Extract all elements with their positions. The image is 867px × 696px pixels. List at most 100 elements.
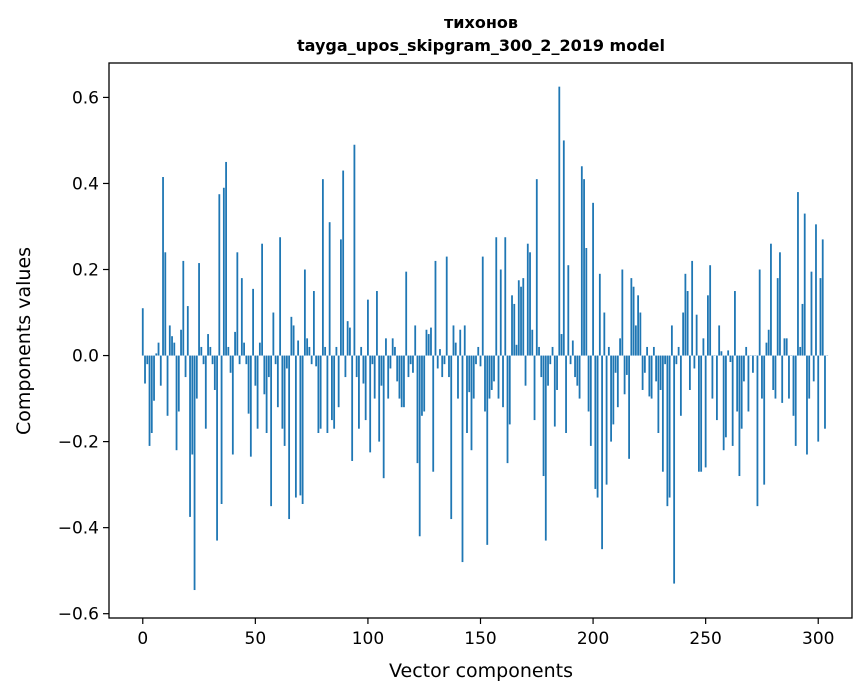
bar-247	[698, 355, 700, 472]
bar-64	[285, 355, 288, 369]
bar-220	[637, 295, 640, 356]
bar-164	[511, 295, 513, 356]
bar-284	[781, 355, 784, 403]
bar-301	[819, 278, 822, 356]
y-tick-label: 0.0	[72, 347, 99, 367]
bar-126	[425, 329, 428, 356]
bar-264	[736, 355, 739, 412]
bar-213	[621, 269, 624, 356]
bar-231	[661, 355, 664, 472]
bar-154	[488, 355, 491, 399]
bar-255	[716, 355, 718, 421]
y-axis-label: Components values	[13, 247, 35, 435]
bar-277	[765, 342, 768, 356]
bar-56	[267, 355, 270, 378]
bar-224	[646, 346, 649, 356]
bar-172	[529, 252, 531, 356]
bar-218	[632, 286, 635, 356]
bar-94	[353, 144, 356, 356]
bar-18	[182, 260, 185, 356]
bar-16	[177, 355, 180, 412]
bar-136	[448, 355, 450, 378]
bar-89	[342, 170, 345, 356]
bar-82	[326, 355, 329, 433]
bar-77	[315, 355, 318, 367]
x-tick-label: 50	[245, 629, 267, 649]
bar-69	[297, 340, 300, 356]
bar-148	[475, 355, 477, 365]
bar-237	[675, 355, 678, 365]
bar-99	[364, 355, 367, 421]
bar-142	[461, 355, 464, 563]
bar-175	[535, 179, 538, 356]
bar-191	[571, 340, 574, 356]
bar-9	[162, 177, 164, 356]
bar-129	[432, 355, 435, 472]
bar-155	[490, 355, 493, 390]
bar-45	[243, 342, 245, 356]
bar-29	[207, 334, 209, 356]
bar-107	[382, 355, 385, 479]
bar-214	[623, 355, 626, 395]
bar-258	[722, 355, 725, 451]
y-tick-label: 0.4	[72, 174, 99, 194]
bar-100	[367, 299, 369, 356]
y-tick-label: 0.2	[72, 261, 99, 281]
bar-42	[236, 252, 239, 356]
bar-7	[157, 342, 160, 356]
bar-11	[166, 355, 169, 416]
bar-73	[306, 338, 309, 356]
x-tick-label: 250	[689, 629, 721, 649]
bar-182	[551, 346, 554, 356]
bar-93	[351, 355, 354, 461]
bar-43	[238, 355, 241, 365]
bar-116	[403, 355, 405, 408]
bar-279	[770, 243, 772, 356]
ticks-group: 0 50 100 150 200 250 300 −0.6 −0.4 −0.2 0.0 0.2 0.4 0…	[58, 88, 835, 649]
bar-119	[409, 355, 412, 365]
bar-35	[220, 355, 223, 504]
bar-280	[772, 355, 775, 390]
bar-108	[385, 338, 387, 356]
plot-frame	[108, 62, 853, 619]
bar-27	[202, 355, 205, 365]
bar-300	[817, 355, 820, 442]
bar-275	[761, 355, 763, 399]
bar-111	[391, 338, 394, 356]
bar-68	[294, 355, 297, 498]
bar-26	[200, 346, 203, 356]
bar-134	[443, 355, 446, 365]
bar-20	[186, 306, 189, 356]
bar-37	[225, 161, 227, 356]
bar-159	[499, 269, 502, 356]
bar-240	[682, 312, 685, 356]
bar-238	[677, 346, 680, 356]
bar-132	[439, 349, 441, 356]
bar-141	[459, 329, 462, 356]
bar-40	[231, 355, 234, 455]
bar-97	[360, 346, 363, 356]
bar-67	[292, 325, 295, 356]
bar-84	[331, 355, 333, 421]
bar-147	[472, 355, 475, 399]
bar-211	[616, 355, 619, 408]
bar-199	[589, 355, 592, 446]
bar-125	[423, 355, 426, 412]
bar-139	[454, 342, 457, 356]
bar-195	[580, 166, 583, 356]
bar-79	[319, 355, 322, 429]
bar-187	[562, 140, 565, 356]
bar-253	[711, 355, 714, 399]
bar-10	[164, 252, 167, 356]
bar-70	[299, 355, 302, 496]
bar-145	[468, 355, 471, 393]
bar-198	[587, 355, 590, 412]
bar-286	[785, 338, 788, 356]
bar-131	[436, 355, 439, 369]
bar-109	[387, 355, 390, 399]
bar-208	[610, 355, 612, 442]
chart-title: тихонов	[444, 13, 518, 32]
bar-135	[445, 256, 448, 356]
bar-166	[515, 344, 518, 356]
bar-281	[774, 355, 777, 399]
